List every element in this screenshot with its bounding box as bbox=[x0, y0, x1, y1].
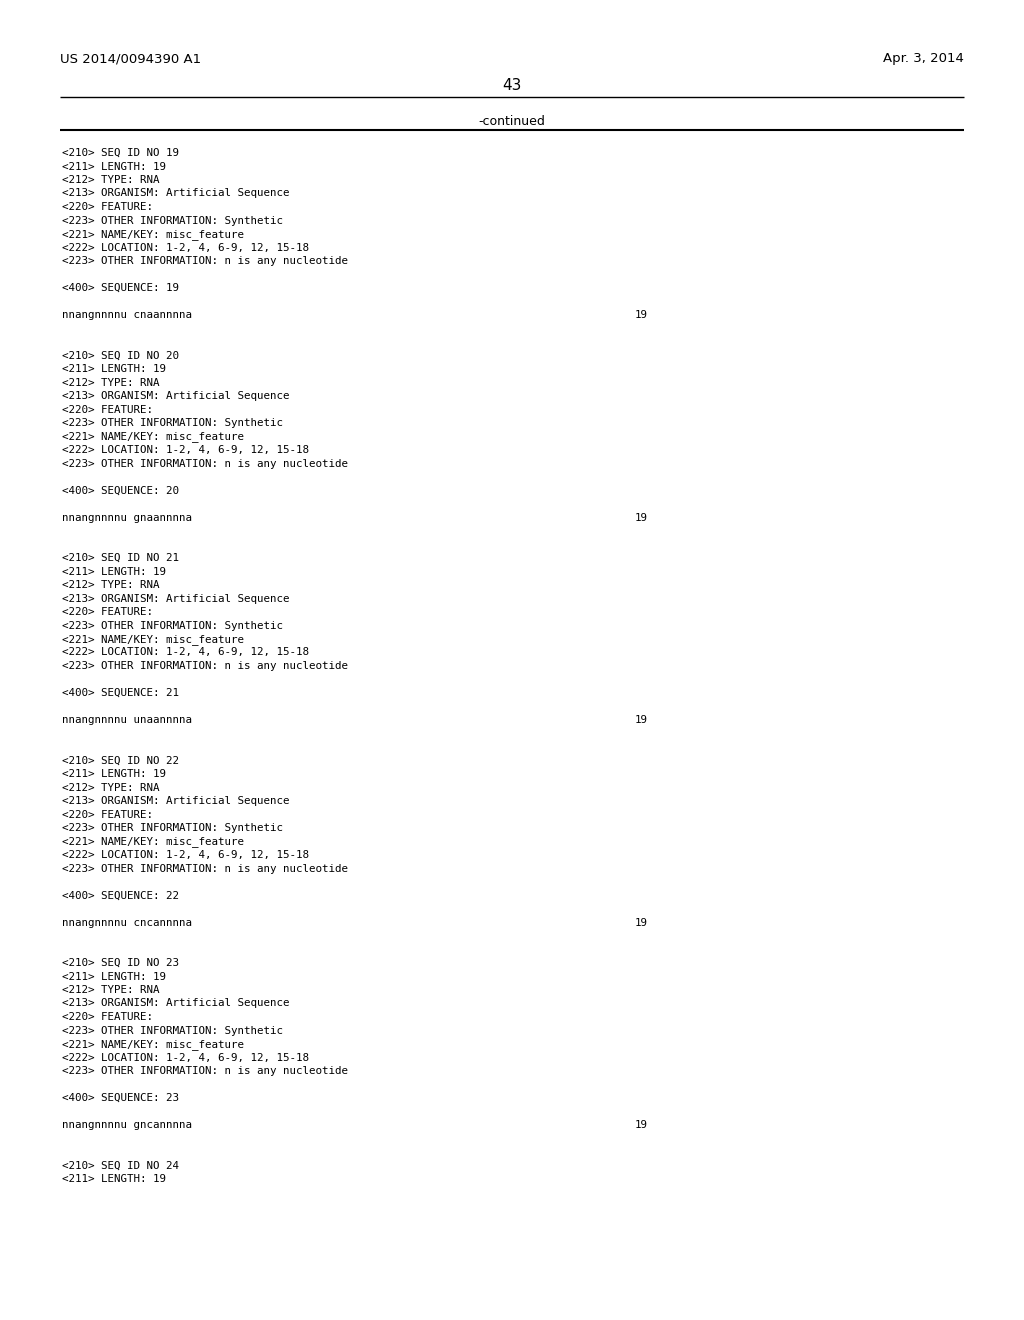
Text: US 2014/0094390 A1: US 2014/0094390 A1 bbox=[60, 51, 201, 65]
Text: <211> LENGTH: 19: <211> LENGTH: 19 bbox=[62, 972, 166, 982]
Text: <213> ORGANISM: Artificial Sequence: <213> ORGANISM: Artificial Sequence bbox=[62, 796, 290, 807]
Text: nnangnnnnu cnaannnna: nnangnnnnu cnaannnna bbox=[62, 310, 193, 319]
Text: Apr. 3, 2014: Apr. 3, 2014 bbox=[883, 51, 964, 65]
Text: <223> OTHER INFORMATION: Synthetic: <223> OTHER INFORMATION: Synthetic bbox=[62, 822, 283, 833]
Text: <210> SEQ ID NO 23: <210> SEQ ID NO 23 bbox=[62, 958, 179, 968]
Text: nnangnnnnu cncannnna: nnangnnnnu cncannnna bbox=[62, 917, 193, 928]
Text: <210> SEQ ID NO 20: <210> SEQ ID NO 20 bbox=[62, 351, 179, 360]
Text: <220> FEATURE:: <220> FEATURE: bbox=[62, 1012, 153, 1022]
Text: <223> OTHER INFORMATION: n is any nucleotide: <223> OTHER INFORMATION: n is any nucleo… bbox=[62, 863, 348, 874]
Text: <221> NAME/KEY: misc_feature: <221> NAME/KEY: misc_feature bbox=[62, 432, 244, 442]
Text: nnangnnnnu gnaannnna: nnangnnnnu gnaannnna bbox=[62, 512, 193, 523]
Text: <212> TYPE: RNA: <212> TYPE: RNA bbox=[62, 176, 160, 185]
Text: <211> LENGTH: 19: <211> LENGTH: 19 bbox=[62, 161, 166, 172]
Text: <213> ORGANISM: Artificial Sequence: <213> ORGANISM: Artificial Sequence bbox=[62, 189, 290, 198]
Text: <400> SEQUENCE: 21: <400> SEQUENCE: 21 bbox=[62, 688, 179, 698]
Text: nnangnnnnu unaannnna: nnangnnnnu unaannnna bbox=[62, 715, 193, 725]
Text: <221> NAME/KEY: misc_feature: <221> NAME/KEY: misc_feature bbox=[62, 837, 244, 847]
Text: -continued: -continued bbox=[478, 115, 546, 128]
Text: <400> SEQUENCE: 22: <400> SEQUENCE: 22 bbox=[62, 891, 179, 900]
Text: <210> SEQ ID NO 19: <210> SEQ ID NO 19 bbox=[62, 148, 179, 158]
Text: <222> LOCATION: 1-2, 4, 6-9, 12, 15-18: <222> LOCATION: 1-2, 4, 6-9, 12, 15-18 bbox=[62, 850, 309, 861]
Text: <212> TYPE: RNA: <212> TYPE: RNA bbox=[62, 378, 160, 388]
Text: <212> TYPE: RNA: <212> TYPE: RNA bbox=[62, 985, 160, 995]
Text: 43: 43 bbox=[503, 78, 521, 92]
Text: 19: 19 bbox=[635, 715, 648, 725]
Text: <221> NAME/KEY: misc_feature: <221> NAME/KEY: misc_feature bbox=[62, 634, 244, 645]
Text: <210> SEQ ID NO 21: <210> SEQ ID NO 21 bbox=[62, 553, 179, 564]
Text: <220> FEATURE:: <220> FEATURE: bbox=[62, 809, 153, 820]
Text: 19: 19 bbox=[635, 917, 648, 928]
Text: <211> LENGTH: 19: <211> LENGTH: 19 bbox=[62, 364, 166, 374]
Text: <220> FEATURE:: <220> FEATURE: bbox=[62, 404, 153, 414]
Text: <211> LENGTH: 19: <211> LENGTH: 19 bbox=[62, 1173, 166, 1184]
Text: <223> OTHER INFORMATION: n is any nucleotide: <223> OTHER INFORMATION: n is any nucleo… bbox=[62, 458, 348, 469]
Text: <212> TYPE: RNA: <212> TYPE: RNA bbox=[62, 579, 160, 590]
Text: <213> ORGANISM: Artificial Sequence: <213> ORGANISM: Artificial Sequence bbox=[62, 594, 290, 603]
Text: <221> NAME/KEY: misc_feature: <221> NAME/KEY: misc_feature bbox=[62, 228, 244, 240]
Text: 19: 19 bbox=[635, 1119, 648, 1130]
Text: <223> OTHER INFORMATION: n is any nucleotide: <223> OTHER INFORMATION: n is any nucleo… bbox=[62, 256, 348, 267]
Text: <213> ORGANISM: Artificial Sequence: <213> ORGANISM: Artificial Sequence bbox=[62, 391, 290, 401]
Text: <210> SEQ ID NO 24: <210> SEQ ID NO 24 bbox=[62, 1160, 179, 1171]
Text: <400> SEQUENCE: 20: <400> SEQUENCE: 20 bbox=[62, 486, 179, 495]
Text: <223> OTHER INFORMATION: Synthetic: <223> OTHER INFORMATION: Synthetic bbox=[62, 620, 283, 631]
Text: <211> LENGTH: 19: <211> LENGTH: 19 bbox=[62, 566, 166, 577]
Text: 19: 19 bbox=[635, 310, 648, 319]
Text: <400> SEQUENCE: 23: <400> SEQUENCE: 23 bbox=[62, 1093, 179, 1104]
Text: <223> OTHER INFORMATION: Synthetic: <223> OTHER INFORMATION: Synthetic bbox=[62, 215, 283, 226]
Text: <220> FEATURE:: <220> FEATURE: bbox=[62, 607, 153, 616]
Text: <213> ORGANISM: Artificial Sequence: <213> ORGANISM: Artificial Sequence bbox=[62, 998, 290, 1008]
Text: <223> OTHER INFORMATION: Synthetic: <223> OTHER INFORMATION: Synthetic bbox=[62, 418, 283, 428]
Text: <220> FEATURE:: <220> FEATURE: bbox=[62, 202, 153, 213]
Text: <223> OTHER INFORMATION: n is any nucleotide: <223> OTHER INFORMATION: n is any nucleo… bbox=[62, 661, 348, 671]
Text: nnangnnnnu gncannnna: nnangnnnnu gncannnna bbox=[62, 1119, 193, 1130]
Text: <211> LENGTH: 19: <211> LENGTH: 19 bbox=[62, 770, 166, 779]
Text: <210> SEQ ID NO 22: <210> SEQ ID NO 22 bbox=[62, 755, 179, 766]
Text: <223> OTHER INFORMATION: Synthetic: <223> OTHER INFORMATION: Synthetic bbox=[62, 1026, 283, 1035]
Text: <212> TYPE: RNA: <212> TYPE: RNA bbox=[62, 783, 160, 792]
Text: <223> OTHER INFORMATION: n is any nucleotide: <223> OTHER INFORMATION: n is any nucleo… bbox=[62, 1067, 348, 1076]
Text: <222> LOCATION: 1-2, 4, 6-9, 12, 15-18: <222> LOCATION: 1-2, 4, 6-9, 12, 15-18 bbox=[62, 445, 309, 455]
Text: <400> SEQUENCE: 19: <400> SEQUENCE: 19 bbox=[62, 282, 179, 293]
Text: <222> LOCATION: 1-2, 4, 6-9, 12, 15-18: <222> LOCATION: 1-2, 4, 6-9, 12, 15-18 bbox=[62, 243, 309, 252]
Text: <222> LOCATION: 1-2, 4, 6-9, 12, 15-18: <222> LOCATION: 1-2, 4, 6-9, 12, 15-18 bbox=[62, 1052, 309, 1063]
Text: <221> NAME/KEY: misc_feature: <221> NAME/KEY: misc_feature bbox=[62, 1039, 244, 1049]
Text: <222> LOCATION: 1-2, 4, 6-9, 12, 15-18: <222> LOCATION: 1-2, 4, 6-9, 12, 15-18 bbox=[62, 648, 309, 657]
Text: 19: 19 bbox=[635, 512, 648, 523]
